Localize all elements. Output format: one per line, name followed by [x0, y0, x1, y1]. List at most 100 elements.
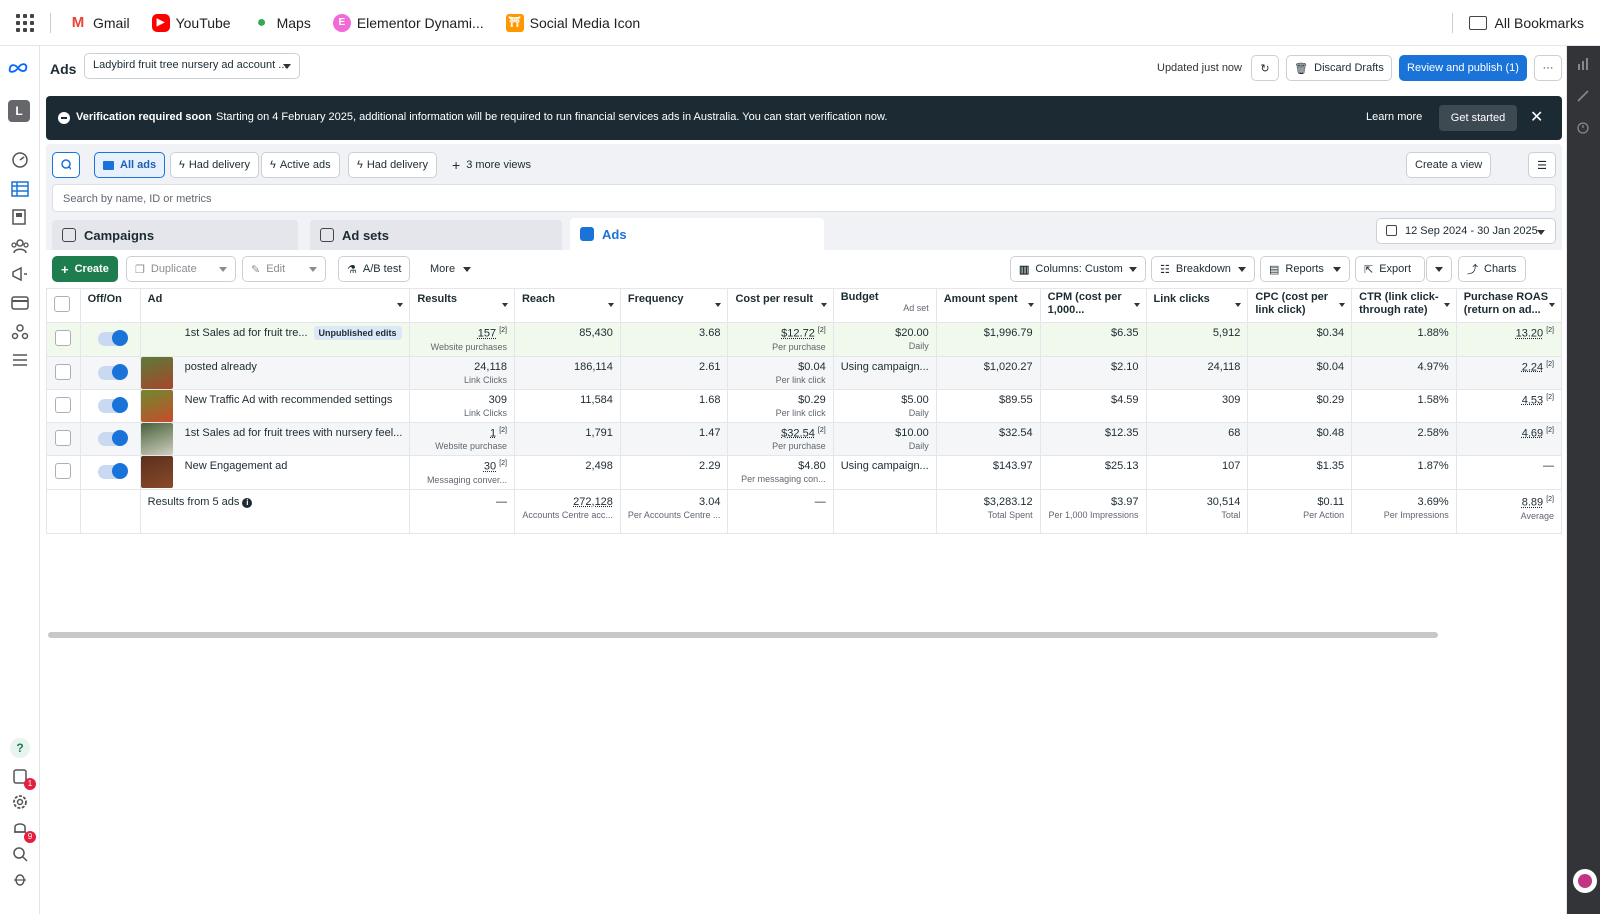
col-cpc[interactable]: CPC (cost per link click) — [1248, 289, 1352, 323]
close-icon[interactable]: ✕ — [1530, 107, 1543, 127]
pencil-icon[interactable] — [1577, 90, 1589, 105]
audiences-icon[interactable] — [10, 236, 30, 256]
refresh-button[interactable]: ↻ — [1251, 55, 1279, 81]
col-reach[interactable]: Reach — [514, 289, 620, 323]
ad-name-cell[interactable]: posted already — [140, 356, 410, 389]
export-dropdown-button[interactable] — [1426, 256, 1452, 282]
meta-logo-icon[interactable] — [8, 58, 28, 78]
dashboard-gauge-icon[interactable] — [10, 150, 30, 170]
get-started-button[interactable]: Get started — [1439, 105, 1517, 131]
ad-on-off-toggle[interactable] — [98, 366, 126, 380]
search-input[interactable]: Search by name, ID or metrics — [52, 184, 1556, 212]
bookmark-gmail[interactable]: M Gmail — [69, 14, 130, 32]
bookmark-social-media[interactable]: ⛩ Social Media Icon — [506, 14, 641, 32]
search-icon[interactable] — [10, 844, 30, 864]
charts-button[interactable]: ⤴ Charts — [1458, 256, 1526, 282]
columns-button[interactable]: ▥ Columns: Custom — [1010, 256, 1146, 282]
ads-manager-table-icon[interactable] — [10, 179, 30, 199]
breakdown-button[interactable]: ☷ Breakdown — [1151, 256, 1255, 282]
help-icon[interactable]: ? — [10, 738, 30, 758]
ad-thumbnail[interactable] — [141, 390, 173, 422]
ad-thumbnail[interactable] — [141, 456, 173, 488]
ad-on-off-toggle[interactable] — [98, 332, 126, 346]
col-ctr[interactable]: CTR (link click-through rate) — [1352, 289, 1457, 323]
ad-on-off-toggle[interactable] — [98, 432, 126, 446]
bookmark-youtube[interactable]: ▶ YouTube — [152, 14, 231, 32]
row-checkbox[interactable] — [55, 364, 71, 380]
view-active-ads[interactable]: ϟ Active ads — [261, 152, 340, 178]
bug-report-icon[interactable] — [10, 869, 30, 889]
row-checkbox[interactable] — [55, 430, 71, 446]
filter-settings-button[interactable]: ☰ — [1528, 152, 1556, 178]
horizontal-scrollbar[interactable] — [48, 632, 1438, 638]
col-amount-spent[interactable]: Amount spent — [936, 289, 1040, 323]
more-button[interactable]: More — [422, 256, 479, 282]
business-settings-icon[interactable] — [10, 322, 30, 342]
select-all-checkbox[interactable] — [54, 296, 70, 312]
ad-on-off-toggle[interactable] — [98, 399, 126, 413]
table-row[interactable]: New Engagement ad 30 [2] Messaging conver… — [47, 456, 1562, 490]
col-budget[interactable]: Budget Ad set — [833, 289, 936, 323]
row-checkbox[interactable] — [55, 330, 71, 346]
col-cpm[interactable]: CPM (cost per 1,000... — [1040, 289, 1146, 323]
ad-account-selector[interactable]: Ladybird fruit tree nursery ad account .… — [84, 53, 300, 79]
create-button[interactable]: + Create — [52, 256, 118, 282]
more-options-button[interactable]: ··· — [1534, 55, 1562, 81]
more-views-button[interactable]: +3 more views — [444, 152, 539, 178]
view-had-delivery-2[interactable]: ϟ Had delivery — [348, 152, 437, 178]
ad-name-cell[interactable]: 1st Sales ad for fruit trees with nurser… — [140, 422, 410, 456]
ad-name[interactable]: New Traffic Ad with recommended settings — [185, 394, 393, 406]
create-view-button[interactable]: Create a view — [1406, 152, 1491, 178]
history-clock-icon[interactable] — [1577, 122, 1589, 137]
export-button[interactable]: ⇱ Export — [1355, 256, 1425, 282]
reports-button[interactable]: ▤ Reports — [1260, 256, 1350, 282]
table-row[interactable]: New Traffic Ad with recommended settings… — [47, 389, 1562, 422]
ad-name[interactable]: New Engagement ad — [185, 460, 288, 472]
date-range-picker[interactable]: 12 Sep 2024 - 30 Jan 2025 — [1376, 218, 1556, 244]
col-cost-per-result[interactable]: Cost per result — [728, 289, 833, 323]
pages-icon[interactable] — [10, 207, 30, 227]
ad-name-cell[interactable]: New Engagement ad — [140, 456, 410, 490]
ad-name[interactable]: posted already — [185, 361, 257, 373]
row-checkbox[interactable] — [55, 463, 71, 479]
menu-hamburger-icon[interactable] — [10, 350, 30, 370]
megaphone-icon[interactable] — [10, 264, 30, 284]
row-checkbox[interactable] — [55, 397, 71, 413]
account-avatar[interactable]: L — [8, 100, 30, 122]
ab-test-button[interactable]: ⚗ A/B test — [338, 256, 410, 282]
chart-bars-icon[interactable] — [1577, 58, 1589, 73]
learn-more-link[interactable]: Learn more — [1366, 111, 1422, 123]
review-publish-button[interactable]: Review and publish (1) — [1399, 55, 1527, 81]
ad-name-cell[interactable]: 1st Sales ad for fruit tre... Unpublished… — [140, 323, 410, 357]
all-bookmarks[interactable]: All Bookmarks — [1452, 13, 1584, 33]
edit-button[interactable]: ✎ Edit — [242, 256, 326, 282]
ad-thumbnail[interactable] — [141, 357, 173, 389]
table-row[interactable]: 1st Sales ad for fruit trees with nurser… — [47, 422, 1562, 456]
tab-ads[interactable]: Ads — [570, 218, 824, 250]
col-purchase-roas[interactable]: Purchase ROAS (return on ad... — [1456, 289, 1561, 323]
col-offon[interactable]: Off/On — [80, 289, 140, 323]
col-ad[interactable]: Ad — [140, 289, 410, 323]
settings-gear-icon[interactable] — [10, 792, 30, 812]
tab-campaigns[interactable]: Campaigns — [52, 220, 298, 250]
search-toggle-button[interactable] — [52, 152, 80, 178]
view-all-ads[interactable]: All ads — [94, 152, 165, 178]
bookmark-elementor[interactable]: E Elementor Dynami... — [333, 14, 484, 32]
discard-drafts-button[interactable]: 🗑 Discard Drafts — [1286, 55, 1392, 81]
col-frequency[interactable]: Frequency — [620, 289, 728, 323]
ad-name-cell[interactable]: New Traffic Ad with recommended settings — [140, 389, 410, 422]
tab-ad-sets[interactable]: Ad sets — [310, 220, 562, 250]
duplicate-button[interactable]: ❐ Duplicate — [126, 256, 236, 282]
ad-name[interactable]: 1st Sales ad for fruit trees with nurser… — [185, 427, 403, 439]
bookmark-maps[interactable]: ● Maps — [253, 14, 311, 32]
ai-assistant-icon[interactable] — [1573, 869, 1597, 893]
ad-name[interactable]: 1st Sales ad for fruit tre... — [185, 327, 308, 339]
col-results[interactable]: Results — [410, 289, 515, 323]
ad-thumbnail[interactable] — [141, 423, 173, 455]
col-link-clicks[interactable]: Link clicks — [1146, 289, 1248, 323]
ad-on-off-toggle[interactable] — [98, 465, 126, 479]
table-row[interactable]: 1st Sales ad for fruit tre... Unpublished… — [47, 323, 1562, 357]
view-had-delivery-1[interactable]: ϟ Had delivery — [170, 152, 259, 178]
table-row[interactable]: posted already 24,118 Link Clicks 186,114… — [47, 356, 1562, 389]
apps-grid-icon[interactable] — [16, 14, 34, 32]
